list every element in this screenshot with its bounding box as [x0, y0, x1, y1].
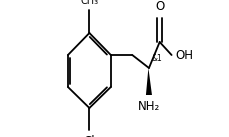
Text: Cl: Cl — [83, 135, 95, 137]
Text: O: O — [154, 0, 164, 12]
Text: CH₃: CH₃ — [80, 0, 98, 6]
Text: &1: &1 — [151, 54, 162, 62]
Polygon shape — [145, 68, 151, 95]
Text: OH: OH — [175, 48, 193, 62]
Text: NH₂: NH₂ — [137, 100, 159, 113]
